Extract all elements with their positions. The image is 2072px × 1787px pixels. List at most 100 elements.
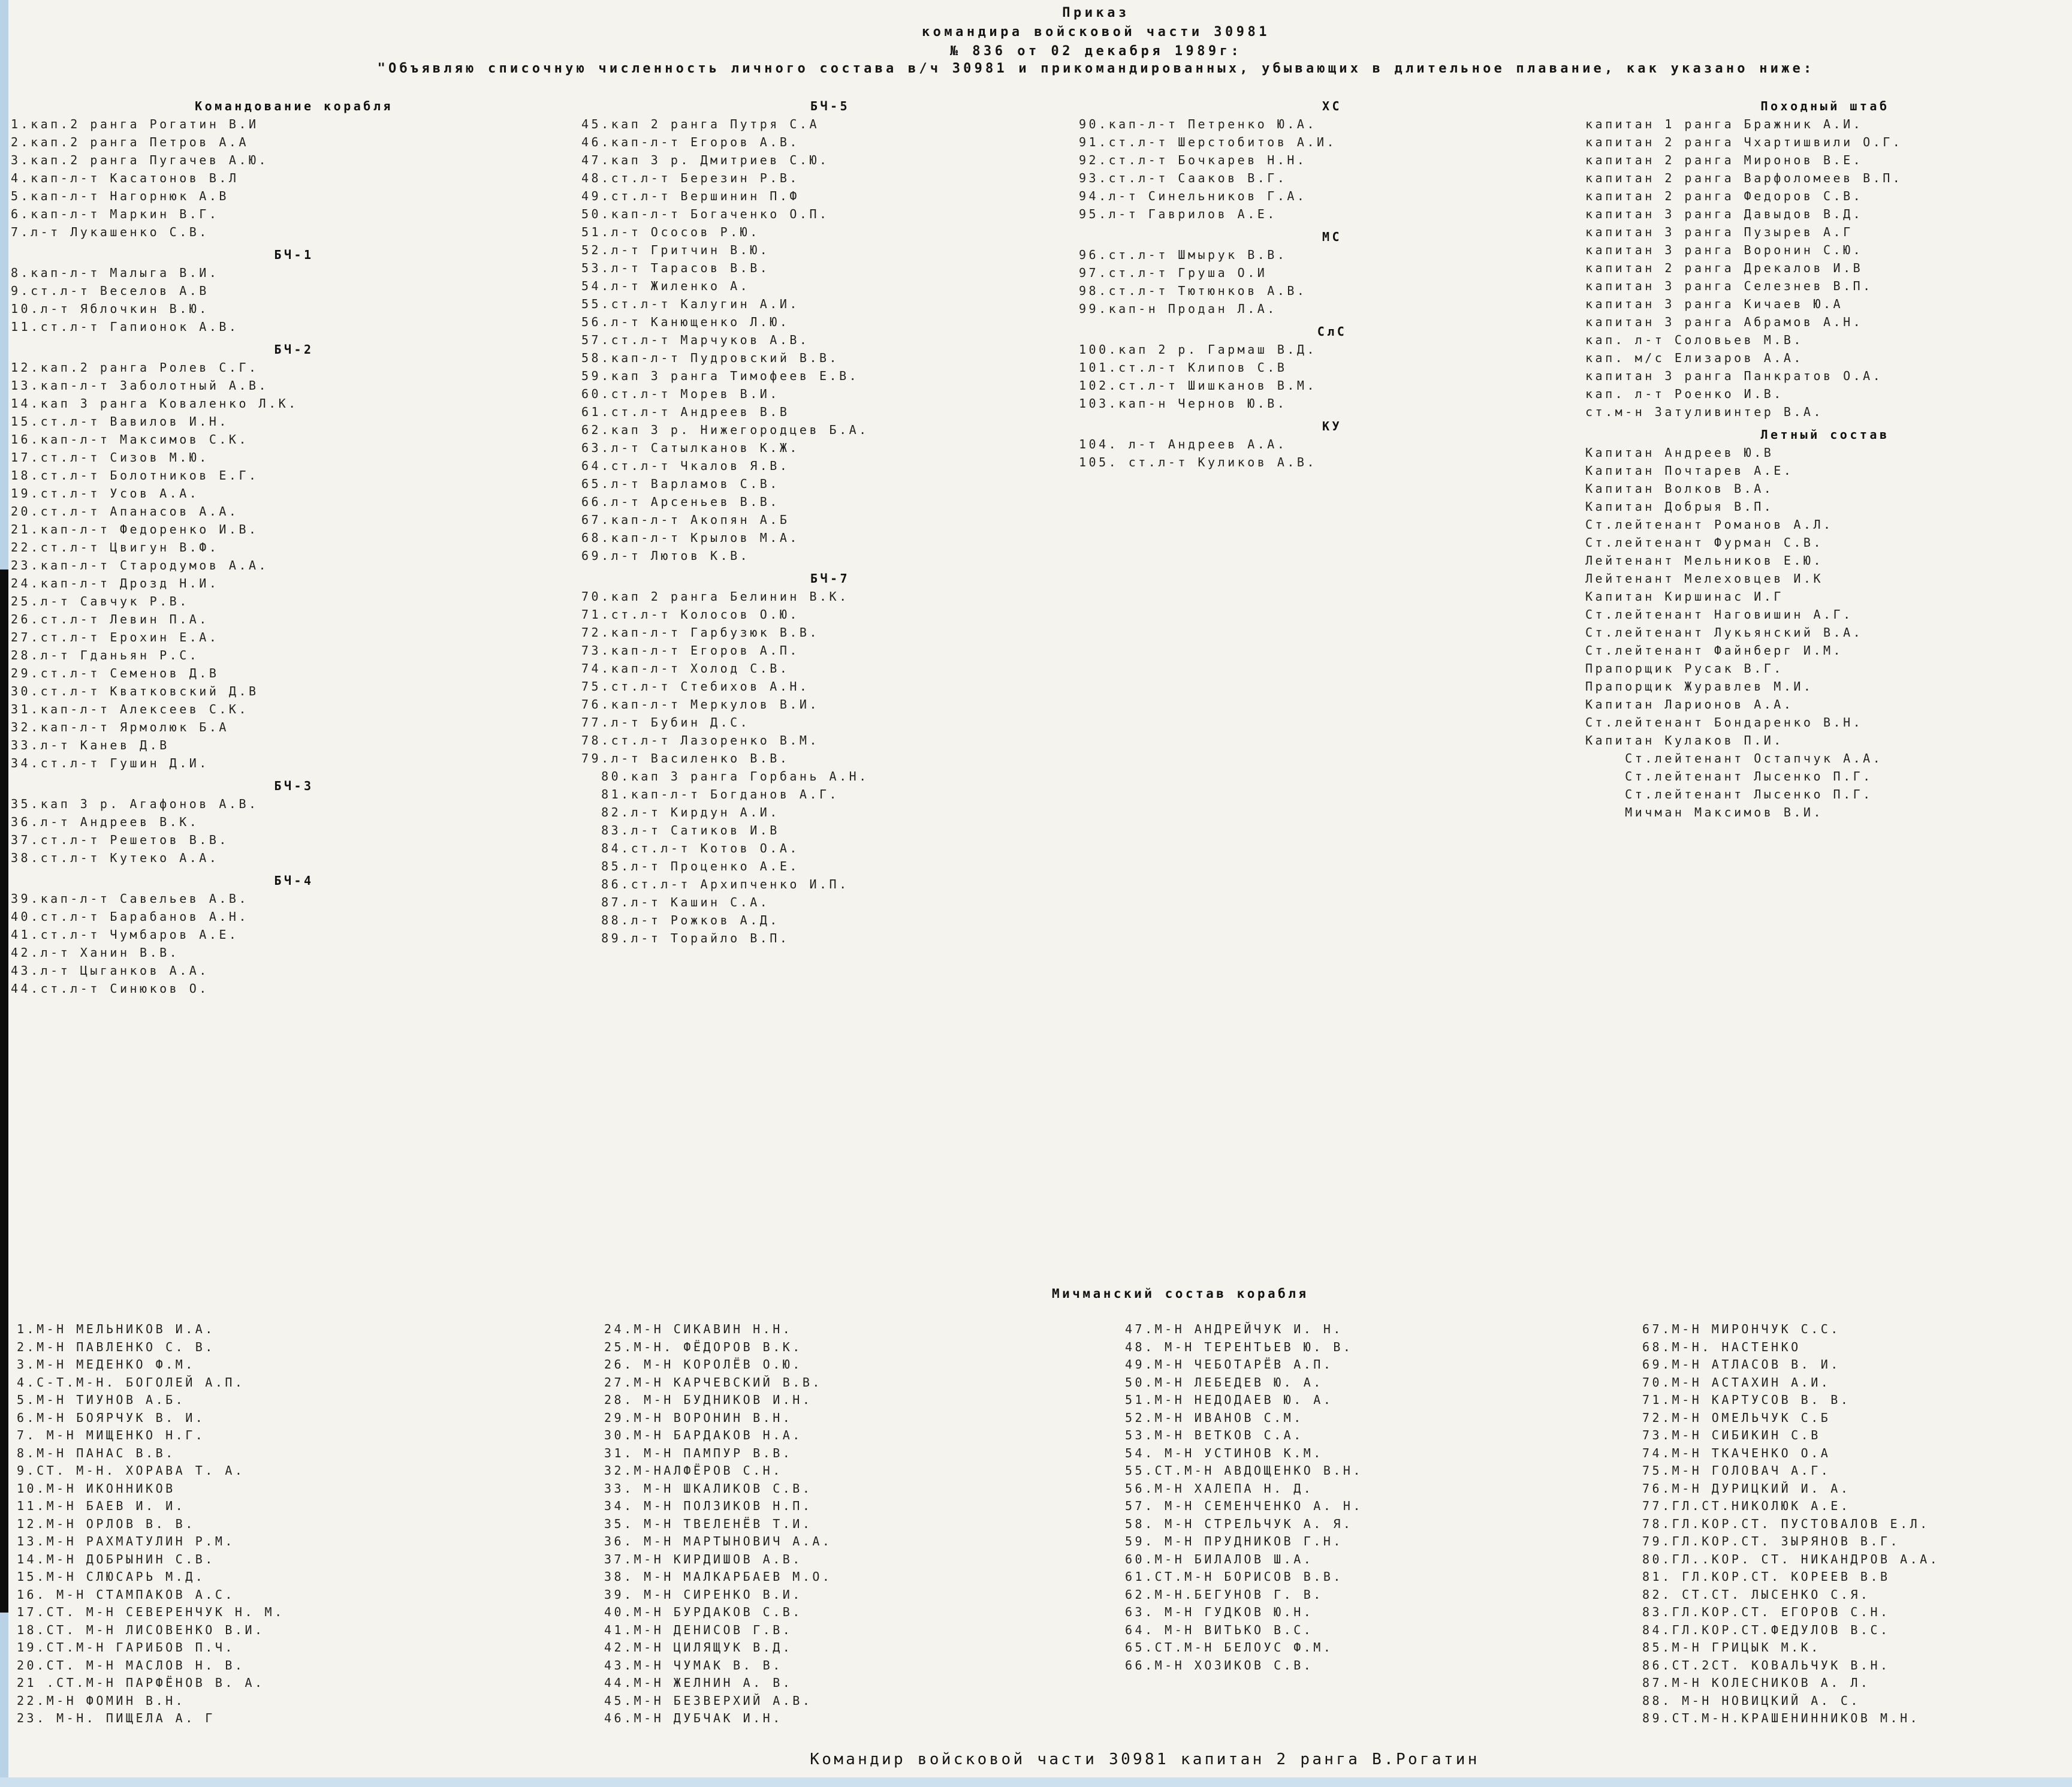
personnel-entry: 51.л-т Ососов Р.Ю. xyxy=(581,225,760,239)
personnel-entry: Ст.лейтенант Наговишин А.Г. xyxy=(1585,607,1853,622)
personnel-entry: 55.СТ.М-Н АВДОЩЕНКО В.Н. xyxy=(1125,1463,1363,1478)
personnel-entry: 61.СТ.М-Н БОРИСОВ В.В. xyxy=(1125,1569,1343,1584)
personnel-entry: 72.кап-л-т Гарбузюк В.В. xyxy=(581,625,819,640)
personnel-entry: Ст.лейтенант Фурман С.В. xyxy=(1585,535,1823,550)
personnel-entry: 8.М-Н ПАНАС В.В. xyxy=(17,1445,176,1460)
personnel-entry: 5.М-Н ТИУНОВ А.Б. xyxy=(17,1393,186,1407)
personnel-entry: 4.кап-л-т Касатонов В.Л xyxy=(11,171,239,185)
section-header: БЧ-4 xyxy=(274,873,314,888)
section-header: БЧ-3 xyxy=(274,779,314,793)
personnel-entry: 71.ст.л-т Колосов О.Ю. xyxy=(581,607,800,622)
personnel-entry: 28. М-Н БУДНИКОВ И.Н. xyxy=(604,1393,813,1407)
personnel-entry: 34.ст.л-т Гушин Д.И. xyxy=(11,756,209,770)
section-block: Летный состав Капитан Андреев Ю.В Капитан … xyxy=(1585,426,2065,821)
personnel-entry: 98.ст.л-т Тютюнков А.В. xyxy=(1079,284,1307,298)
personnel-entry: 57. М-Н СЕМЕНЧЕНКО А. Н. xyxy=(1125,1499,1363,1513)
personnel-entry: 92.ст.л-т Бочкарев Н.Н. xyxy=(1079,153,1307,167)
personnel-entry: 41.М-Н ДЕНИСОВ Г.В. xyxy=(604,1622,793,1637)
personnel-entry: 46.кап-л-т Егоров А.В. xyxy=(581,135,800,149)
section-block: БЧ-5 45.кап 2 ранга Путря С.А 46.кап-л-т Е… xyxy=(581,97,1079,565)
personnel-entry: 21 .СТ.М-Н ПАРФЁНОВ В. А. xyxy=(17,1675,265,1690)
personnel-entry: 53.М-Н ВЕТКОВ С.А. xyxy=(1125,1428,1304,1442)
officer-column-1: Командование корабля 1.кап.2 ранга Рогати… xyxy=(11,97,577,998)
personnel-entry: 60.ст.л-т Морев В.И. xyxy=(581,387,780,401)
personnel-entry: 75.М-Н ГОЛОВАЧ А.Г. xyxy=(1642,1463,1831,1478)
order-subtitle: "Объявляю списочную численность личного … xyxy=(377,61,1815,76)
personnel-entry: капитан 3 ранга Давыдов В.Д. xyxy=(1585,207,1863,221)
personnel-entry: Прапорщик Журавлев М.И. xyxy=(1585,679,1814,694)
personnel-entry: 88.л-т Рожков А.Д. xyxy=(581,913,780,927)
personnel-entry: 43.л-т Цыганков А.А. xyxy=(11,963,209,978)
personnel-entry: 30.ст.л-т Кватковский Д.В xyxy=(11,684,259,698)
michman-column-1: 1.М-Н МЕЛЬНИКОВ И.А. 2.М-Н ПАВЛЕНКО С. В.… xyxy=(17,1321,586,1728)
personnel-entry: 52.М-Н ИВАНОВ С.М. xyxy=(1125,1410,1304,1425)
section-block: 1.М-Н МЕЛЬНИКОВ И.А. 2.М-Н ПАВЛЕНКО С. В.… xyxy=(17,1321,586,1728)
personnel-entry: 36. М-Н МАРТЫНОВИЧ А.А. xyxy=(604,1534,833,1548)
personnel-entry: 104. л-т Андреев А.А. xyxy=(1079,437,1287,451)
personnel-entry: 25.л-т Савчук Р.В. xyxy=(11,594,189,608)
personnel-entry: 80.кап 3 ранга Горбань А.Н. xyxy=(581,769,869,783)
personnel-entry: 24.кап-л-т Дрозд Н.И. xyxy=(11,576,219,590)
personnel-entry: 58.кап-л-т Пудровский В.В. xyxy=(581,351,840,365)
personnel-entry: 99.кап-н Продан Л.А. xyxy=(1079,302,1277,316)
personnel-entry: 15.М-Н СЛЮСАРЬ М.Д. xyxy=(17,1569,206,1584)
personnel-entry: кап. м/с Елизаров А.А. xyxy=(1585,351,1803,365)
personnel-entry: 19.СТ.М-Н ГАРИБОВ П.Ч. xyxy=(17,1640,235,1655)
personnel-entry: капитан 3 ранга Панкратов О.А. xyxy=(1585,369,1883,383)
personnel-entry: 103.кап-н Чернов Ю.В. xyxy=(1079,396,1287,411)
personnel-entry: капитан 3 ранга Воронин С.Ю. xyxy=(1585,243,1863,257)
personnel-entry: 87.л-т Кашин С.А. xyxy=(581,895,770,909)
personnel-entry: 3.М-Н МЕДЕНКО Ф.М. xyxy=(17,1357,195,1372)
personnel-entry: 70.М-Н АСТАХИН А.И. xyxy=(1642,1375,1831,1390)
personnel-entry: 43.М-Н ЧУМАК В. В. xyxy=(604,1658,783,1673)
personnel-entry: Мичман Максимов В.И. xyxy=(1585,805,1823,819)
michman-column-2: 24.М-Н СИКАВИН Н.Н. 25.М-Н. ФЁДОРОВ В.К. 2… xyxy=(604,1321,1108,1728)
personnel-entry: капитан 1 ранга Бражник А.И. xyxy=(1585,117,1863,131)
personnel-entry: 76.кап-л-т Меркулов В.И. xyxy=(581,697,819,712)
personnel-entry: 29.ст.л-т Семенов Д.В xyxy=(11,666,219,680)
personnel-entry: Ст.лейтенант Романов А.Л. xyxy=(1585,517,1833,532)
personnel-entry: 4.С-Т.М-Н. БОГОЛЕЙ А.П. xyxy=(17,1375,245,1390)
personnel-entry: 6.М-Н БОЯРЧУК В. И. xyxy=(17,1410,206,1425)
personnel-entry: 82.л-т Кирдун А.И. xyxy=(581,805,780,819)
personnel-entry: 11.ст.л-т Гапионок А.В. xyxy=(11,320,239,334)
personnel-entry: 68.М-Н. НАСТЕНКО xyxy=(1642,1339,1801,1354)
personnel-entry: 71.М-Н КАРТУСОВ В. В. xyxy=(1642,1393,1851,1407)
personnel-entry: Капитан Волков В.А. xyxy=(1585,481,1774,496)
personnel-entry: 21.кап-л-т Федоренко И.В. xyxy=(11,522,259,537)
personnel-entry: 40.М-Н БУРДАКОВ С.В. xyxy=(604,1605,803,1619)
personnel-entry: 37.ст.л-т Решетов В.В. xyxy=(11,833,229,847)
personnel-entry: 32.кап-л-т Ярмолюк Б.А xyxy=(11,720,229,734)
personnel-entry: 16.кап-л-т Максимов С.К. xyxy=(11,432,249,447)
personnel-entry: капитан 2 ранга Чхартишвили О.Г. xyxy=(1585,135,1903,149)
section-header: МС xyxy=(1322,230,1343,244)
personnel-entry: 84.ГЛ.КОР.СТ.ФЕДУЛОВ В.С. xyxy=(1642,1622,1890,1637)
personnel-entry: 47.М-Н АНДРЕЙЧУК И. Н. xyxy=(1125,1322,1343,1336)
personnel-entry: 23. М-Н. ПИЩЕЛА А. Г xyxy=(17,1711,215,1725)
section-block: БЧ-2 12.кап.2 ранга Ролев С.Г. 13.кап-л-т … xyxy=(11,340,577,772)
personnel-entry: 39.кап-л-т Савельев А.В. xyxy=(11,891,249,906)
personnel-entry: капитан 2 ранга Варфоломеев В.П. xyxy=(1585,171,1903,185)
personnel-entry: 41.ст.л-т Чумбаров А.Е. xyxy=(11,927,239,942)
personnel-entry: 79.л-т Василенко В.В. xyxy=(581,751,790,766)
personnel-entry: 26. М-Н КОРОЛЁВ О.Ю. xyxy=(604,1357,803,1372)
personnel-entry: 45.кап 2 ранга Путря С.А xyxy=(581,117,819,131)
personnel-entry: 77.л-т Бубин Д.С. xyxy=(581,715,750,730)
personnel-entry: 68.кап-л-т Крылов М.А. xyxy=(581,531,800,545)
personnel-entry: ст.м-н Затуливинтер В.А. xyxy=(1585,405,1823,419)
personnel-entry: 54. М-Н УСТИНОВ К.М. xyxy=(1125,1445,1323,1460)
personnel-entry: 94.л-т Синельников Г.А. xyxy=(1079,189,1307,203)
personnel-entry: 31.кап-л-т Алексеев С.К. xyxy=(11,702,249,716)
personnel-entry: 22.М-Н ФОМИН В.Н. xyxy=(17,1693,186,1708)
section-block: Походный штаб капитан 1 ранга Бражник А.И… xyxy=(1585,97,2065,421)
personnel-entry: 73.М-Н СИБИКИН С.В xyxy=(1642,1428,1821,1442)
personnel-entry: 79.ГЛ.КОР.СТ. ЗЫРЯНОВ В.Г. xyxy=(1642,1534,1901,1548)
personnel-entry: 14.кап 3 ранга Коваленко Л.К. xyxy=(11,396,298,411)
personnel-entry: 55.ст.л-т Калугин А.И. xyxy=(581,297,800,311)
personnel-entry: Ст.лейтенант Файнберг И.М. xyxy=(1585,643,1844,658)
personnel-entry: 101.ст.л-т Клипов С.В xyxy=(1079,360,1287,375)
personnel-entry: 19.ст.л-т Усов А.А. xyxy=(11,486,200,501)
personnel-entry: 20.ст.л-т Апанасов А.А. xyxy=(11,504,239,519)
personnel-entry: 100.кап 2 р. Гармаш В.Д. xyxy=(1079,342,1317,357)
personnel-entry: 17.ст.л-т Сизов М.Ю. xyxy=(11,450,209,465)
